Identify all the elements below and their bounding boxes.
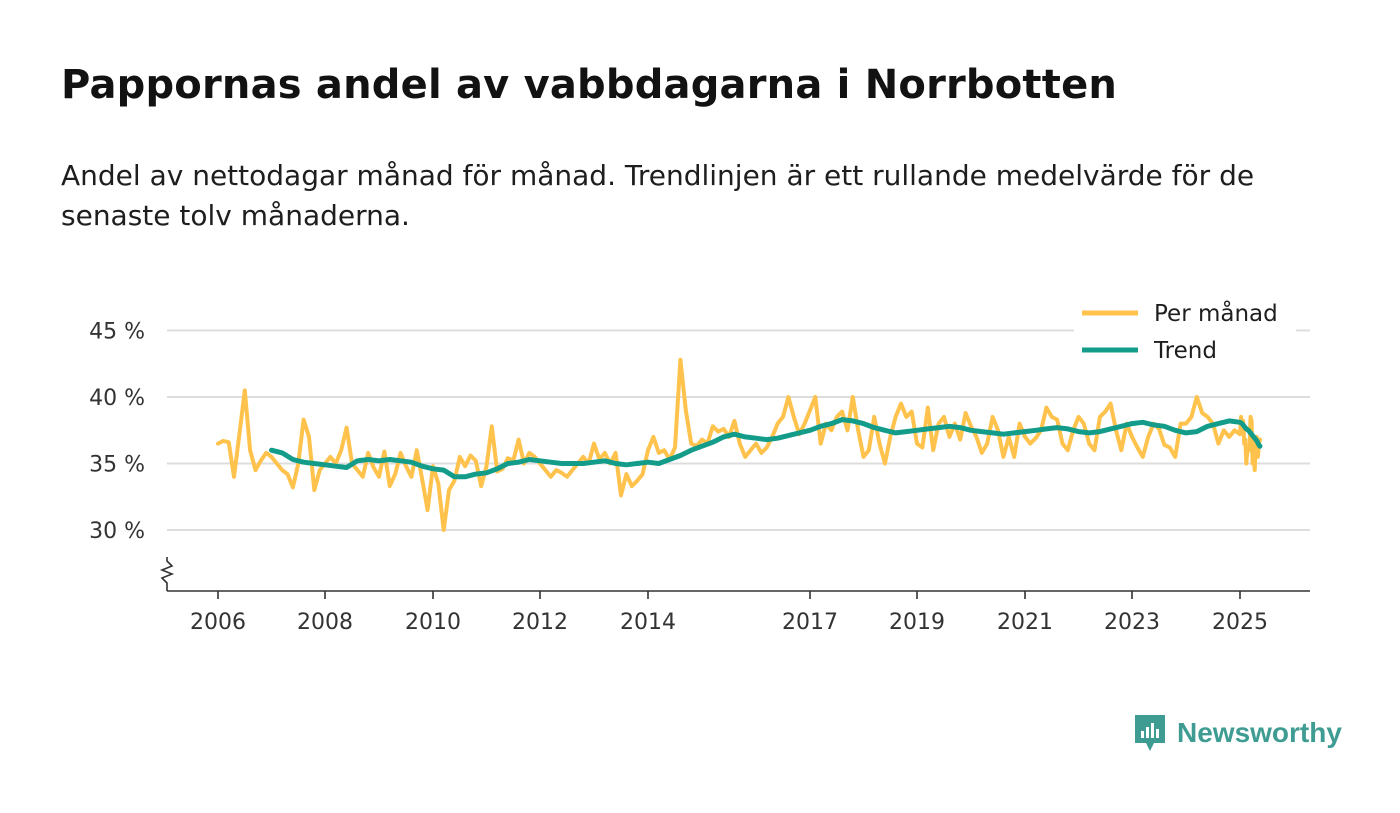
x-tick-label: 2010 xyxy=(405,610,461,635)
x-tick-label: 2008 xyxy=(297,610,353,635)
x-ticks: 2006 2008 2010 2012 2014 2017 2019 2021 2023 2025 xyxy=(190,591,1268,635)
newsworthy-logo-icon xyxy=(1135,715,1165,751)
y-tick-label: 35 % xyxy=(89,453,145,478)
series-line-trend xyxy=(269,417,1263,480)
chart-subtitle: Andel av nettodagar månad för månad. Tre… xyxy=(61,159,1255,232)
y-axis: 30 % 35 % 40 % 45 % xyxy=(89,320,145,545)
legend-background xyxy=(1074,292,1296,370)
x-axis xyxy=(159,557,1310,592)
series-layer xyxy=(216,357,1263,532)
legend-label-monthly: Per månad xyxy=(1154,299,1278,327)
x-tick-label: 2023 xyxy=(1104,610,1160,635)
y-tick-label: 30 % xyxy=(89,519,145,544)
chart-title: Pappornas andel av vabbdagarna i Norrbot… xyxy=(61,62,1118,108)
series-line-monthly xyxy=(216,357,1262,532)
y-tick-label: 40 % xyxy=(89,386,145,411)
x-tick-label: 2017 xyxy=(782,610,838,635)
y-tick-label: 45 % xyxy=(89,320,145,345)
x-tick-label: 2012 xyxy=(512,610,568,635)
x-tick-label: 2006 xyxy=(190,610,246,635)
legend: Per månad Trend xyxy=(1074,292,1296,370)
axis-break-icon xyxy=(159,557,175,591)
legend-label-trend: Trend xyxy=(1153,338,1217,364)
x-tick-label: 2025 xyxy=(1212,610,1268,635)
x-tick-label: 2019 xyxy=(889,610,945,635)
x-tick-label: 2014 xyxy=(620,610,676,635)
brand-name: Newsworthy xyxy=(1177,717,1342,748)
brand-logo: Newsworthy xyxy=(1133,712,1342,754)
x-tick-label: 2021 xyxy=(997,610,1053,635)
